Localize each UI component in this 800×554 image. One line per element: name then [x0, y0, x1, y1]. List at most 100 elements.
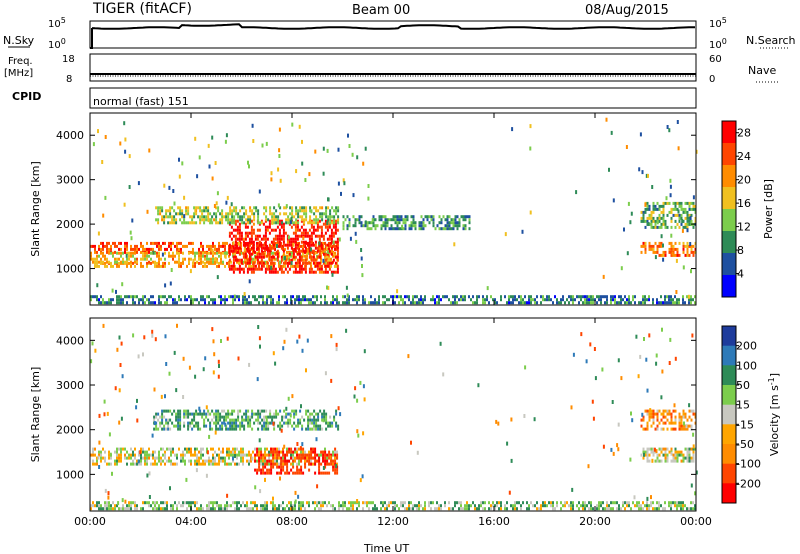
- velocity-cell: [98, 453, 100, 457]
- velocity-cell: [169, 486, 171, 491]
- velocity-cell: [682, 412, 685, 416]
- power-cell: [394, 295, 396, 299]
- power-cell: [382, 301, 384, 305]
- power-cell: [690, 301, 692, 305]
- power-cell: [628, 301, 630, 305]
- power-cell: [158, 241, 160, 245]
- power-cell: [150, 251, 152, 255]
- power-cell: [290, 240, 293, 244]
- power-cell: [454, 298, 456, 302]
- power-cell: [244, 237, 247, 241]
- power-cell: [330, 219, 333, 223]
- velocity-cell: [424, 507, 426, 511]
- power-cell: [318, 270, 321, 274]
- power-cell: [402, 227, 405, 231]
- power-cell: [300, 249, 303, 253]
- power-cell: [252, 246, 255, 250]
- power-cell: [292, 242, 295, 247]
- velocity-cell: [144, 450, 146, 454]
- velocity-cell: [329, 455, 332, 460]
- power-cell: [642, 241, 645, 245]
- velocity-cell: [120, 447, 122, 451]
- power-cell: [678, 253, 681, 257]
- power-cell: [316, 298, 318, 302]
- power-cell: [612, 295, 614, 299]
- power-cell: [178, 251, 180, 255]
- velocity-cell: [226, 501, 228, 505]
- power-cell: [306, 298, 308, 302]
- velocity-cell: [170, 507, 172, 511]
- power-cell: [374, 301, 376, 305]
- velocity-cell: [296, 456, 299, 460]
- velocity-cell: [213, 415, 216, 419]
- power-cell: [287, 221, 290, 225]
- velocity-cell: [241, 421, 244, 425]
- velocity-cell: [158, 507, 160, 511]
- velocity-cell: [154, 459, 156, 463]
- velocity-cell: [164, 334, 167, 339]
- power-cell: [662, 250, 665, 254]
- velocity-cell: [98, 465, 101, 469]
- velocity-cell: [670, 451, 673, 456]
- velocity-cell: [206, 459, 208, 463]
- velocity-cell: [260, 459, 262, 463]
- power-cell: [228, 267, 231, 271]
- power-cell: [277, 167, 280, 172]
- velocity-cell: [240, 504, 242, 508]
- velocity-cell: [637, 374, 640, 379]
- power-cell: [250, 301, 252, 305]
- velocity-cell: [288, 459, 291, 463]
- power-cell: [512, 301, 514, 305]
- colorbar-swatch: [722, 385, 736, 406]
- power-cell: [206, 264, 208, 268]
- velocity-cell: [229, 418, 232, 422]
- power-cell: [410, 224, 413, 228]
- velocity-cell: [196, 501, 198, 505]
- velocity-cell: [267, 421, 270, 425]
- power-cell: [664, 219, 667, 223]
- power-cell: [173, 209, 176, 213]
- velocity-cell: [670, 412, 673, 416]
- velocity-cell: [520, 507, 522, 511]
- power-cell: [276, 244, 278, 248]
- velocity-cell: [624, 507, 626, 511]
- power-cell: [695, 149, 698, 154]
- velocity-cell: [228, 462, 230, 466]
- power-cell: [328, 241, 330, 245]
- velocity-cell: [350, 501, 352, 505]
- velocity-cell: [128, 456, 130, 460]
- power-cell: [376, 301, 378, 305]
- power-cell: [298, 244, 300, 248]
- velocity-cell: [212, 504, 214, 508]
- power-cell: [368, 221, 371, 225]
- nave-tick-top: 60: [709, 54, 722, 65]
- velocity-cell: [92, 462, 94, 466]
- power-cell: [694, 301, 696, 305]
- velocity-cell: [366, 501, 368, 505]
- velocity-cell: [161, 427, 164, 431]
- power-cell: [265, 209, 268, 213]
- power-cell: [276, 237, 279, 241]
- power-cell: [374, 298, 376, 302]
- velocity-cell: [155, 421, 158, 425]
- velocity-cell: [354, 386, 357, 391]
- power-cell: [310, 301, 312, 305]
- power-cell: [290, 264, 292, 268]
- power-cell: [432, 224, 435, 228]
- power-cell: [146, 251, 148, 255]
- velocity-cell: [593, 347, 596, 351]
- power-cell: [210, 260, 212, 264]
- power-cell: [310, 255, 313, 259]
- velocity-cell: [200, 453, 202, 457]
- velocity-cell: [466, 507, 468, 511]
- velocity-cell: [588, 501, 590, 505]
- power-cell: [330, 237, 333, 241]
- power-cell: [312, 225, 315, 229]
- velocity-cell: [315, 427, 318, 431]
- power-cell: [336, 246, 339, 250]
- velocity-cell: [212, 459, 214, 463]
- velocity-cell: [256, 453, 259, 457]
- velocity-cell: [272, 504, 274, 508]
- power-cell: [262, 295, 264, 299]
- power-cell: [414, 301, 416, 305]
